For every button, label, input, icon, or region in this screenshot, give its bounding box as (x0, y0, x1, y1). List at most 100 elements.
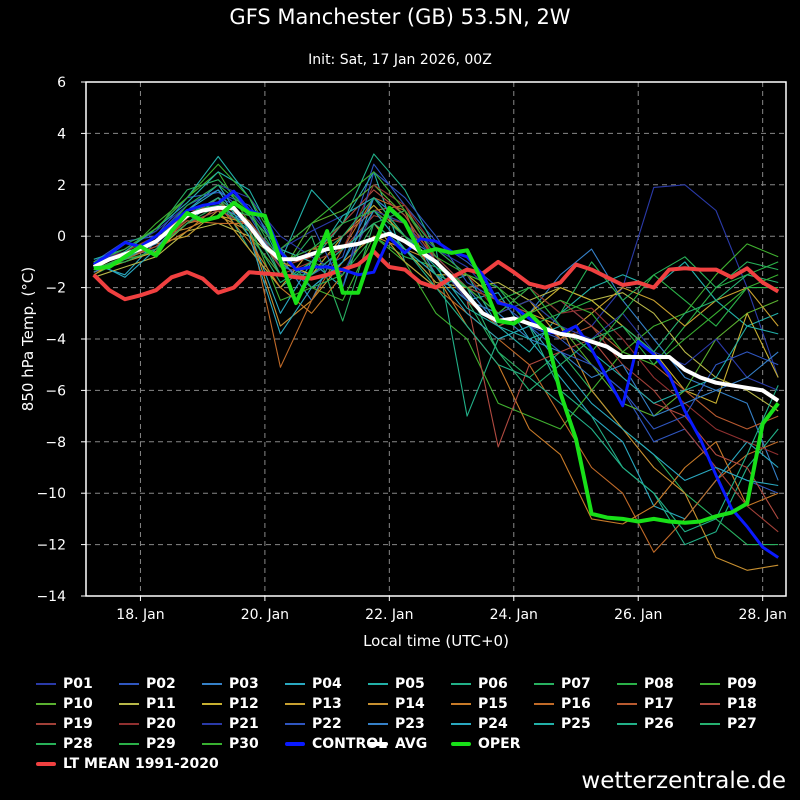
legend-label: P24 (478, 716, 508, 732)
x-tick-label: 26. Jan (614, 607, 662, 623)
y-tick-label: −8 (45, 435, 66, 451)
legend-swatch (202, 703, 222, 705)
legend-label: P25 (561, 716, 591, 732)
legend-item-p28: P28 (36, 734, 93, 754)
legend-item-p04: P04 (285, 674, 342, 694)
legend-item-p21: P21 (202, 714, 259, 734)
legend-item-p18: P18 (700, 694, 757, 714)
legend-swatch (202, 683, 222, 685)
legend-item-p16: P16 (534, 694, 591, 714)
legend-item-p10: P10 (36, 694, 93, 714)
plot-area (86, 82, 786, 596)
legend-item-p03: P03 (202, 674, 259, 694)
legend-swatch (617, 683, 637, 685)
legend-item-p05: P05 (368, 674, 425, 694)
legend-label: P11 (146, 696, 176, 712)
legend-label: P19 (63, 716, 93, 732)
x-axis-label: Local time (UTC+0) (363, 632, 509, 650)
source-watermark: wetterzentrale.de (581, 768, 786, 794)
series-line-avg (92, 205, 780, 403)
legend-label: OPER (478, 736, 521, 752)
legend-item-p25: P25 (534, 714, 591, 734)
x-tick-label: 20. Jan (241, 607, 289, 623)
legend-item-p26: P26 (617, 714, 674, 734)
series-line-lt-mean-1991-2020 (92, 249, 780, 302)
legend-label: P22 (312, 716, 342, 732)
legend-item-avg: AVG (368, 734, 427, 754)
legend-swatch (285, 723, 305, 725)
legend-label: P01 (63, 676, 93, 692)
legend-swatch (368, 742, 388, 746)
legend-item-p14: P14 (368, 694, 425, 714)
y-tick-label: −6 (45, 383, 66, 399)
legend-item-p23: P23 (368, 714, 425, 734)
legend-label: P21 (229, 716, 259, 732)
legend-label: P20 (146, 716, 176, 732)
legend-item-p22: P22 (285, 714, 342, 734)
legend-swatch (119, 683, 139, 685)
y-tick-label: −10 (36, 486, 66, 502)
y-tick-label: 2 (57, 178, 66, 194)
legend-item-p20: P20 (119, 714, 176, 734)
legend-swatch (368, 703, 388, 705)
legend-label: P17 (644, 696, 674, 712)
legend-swatch (617, 703, 637, 705)
legend-label: P27 (727, 716, 757, 732)
legend-item-p08: P08 (617, 674, 674, 694)
member-line-p09 (93, 171, 779, 430)
legend-swatch (285, 683, 305, 685)
legend-label: P12 (229, 696, 259, 712)
legend-swatch (119, 743, 139, 745)
legend-swatch (451, 703, 471, 705)
legend-label: P14 (395, 696, 425, 712)
legend-label: P05 (395, 676, 425, 692)
legend-label: P15 (478, 696, 508, 712)
legend-swatch (451, 742, 471, 746)
legend-label: P28 (63, 736, 93, 752)
legend-swatch (451, 723, 471, 725)
legend-item-p13: P13 (285, 694, 342, 714)
legend-item-p24: P24 (451, 714, 508, 734)
y-tick-label: −2 (45, 281, 66, 297)
legend-swatch (700, 703, 720, 705)
legend-swatch (534, 723, 554, 725)
legend-swatch (36, 683, 56, 685)
legend-swatch (617, 723, 637, 725)
y-tick-label: 6 (57, 75, 66, 91)
x-tick-label: 28. Jan (739, 607, 787, 623)
legend-label: LT MEAN 1991-2020 (63, 756, 219, 772)
x-tick-label: 18. Jan (116, 607, 164, 623)
plot-frame (85, 81, 787, 597)
legend-item-p15: P15 (451, 694, 508, 714)
legend-item-lt-mean-1991-2020: LT MEAN 1991-2020 (36, 754, 219, 774)
legend-label: P08 (644, 676, 674, 692)
legend-swatch (700, 683, 720, 685)
legend-label: P06 (478, 676, 508, 692)
series-line-control (92, 189, 780, 559)
legend-item-control: CONTROL (285, 734, 387, 754)
legend-item-p12: P12 (202, 694, 259, 714)
x-tick-label: 24. Jan (490, 607, 538, 623)
legend-label: P23 (395, 716, 425, 732)
legend-label: AVG (395, 736, 428, 752)
legend-label: P02 (146, 676, 176, 692)
y-tick-label: −4 (45, 332, 66, 348)
legend-swatch (534, 683, 554, 685)
chart-subtitle: Init: Sat, 17 Jan 2026, 00Z (308, 52, 492, 68)
legend-swatch (202, 743, 222, 745)
legend-label: P10 (63, 696, 93, 712)
legend-item-p01: P01 (36, 674, 93, 694)
legend-label: P03 (229, 676, 259, 692)
x-tick-label: 22. Jan (365, 607, 413, 623)
legend-swatch (36, 762, 56, 766)
legend-item-oper: OPER (451, 734, 521, 754)
legend-item-p07: P07 (534, 674, 591, 694)
legend-swatch (36, 743, 56, 745)
legend-label: CONTROL (312, 736, 388, 752)
legend-label: P26 (644, 716, 674, 732)
legend-item-p30: P30 (202, 734, 259, 754)
legend-label: P09 (727, 676, 757, 692)
legend-label: P07 (561, 676, 591, 692)
legend-item-p09: P09 (700, 674, 757, 694)
